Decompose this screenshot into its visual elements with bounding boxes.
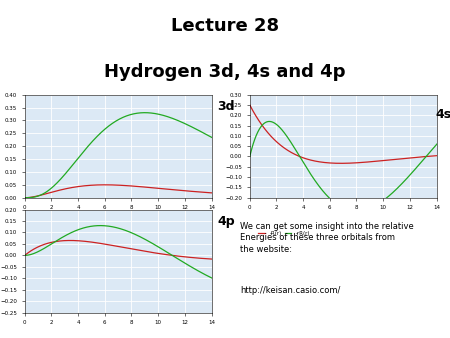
Text: Lecture 28: Lecture 28	[171, 17, 279, 35]
Text: We can get some insight into the relative
Energies of these three orbitals from
: We can get some insight into the relativ…	[240, 222, 414, 254]
Text: http://keisan.casio.com/: http://keisan.casio.com/	[240, 287, 341, 295]
Legend: -R(r), -rR(r): -R(r), -rR(r)	[31, 229, 87, 238]
Text: Hydrogen 3d, 4s and 4p: Hydrogen 3d, 4s and 4p	[104, 63, 346, 81]
Legend: -R(r), -rR(r): -R(r), -rR(r)	[256, 229, 312, 238]
Text: 4s: 4s	[436, 108, 450, 121]
Text: 4p: 4p	[217, 215, 235, 227]
Text: 3d: 3d	[217, 100, 235, 113]
